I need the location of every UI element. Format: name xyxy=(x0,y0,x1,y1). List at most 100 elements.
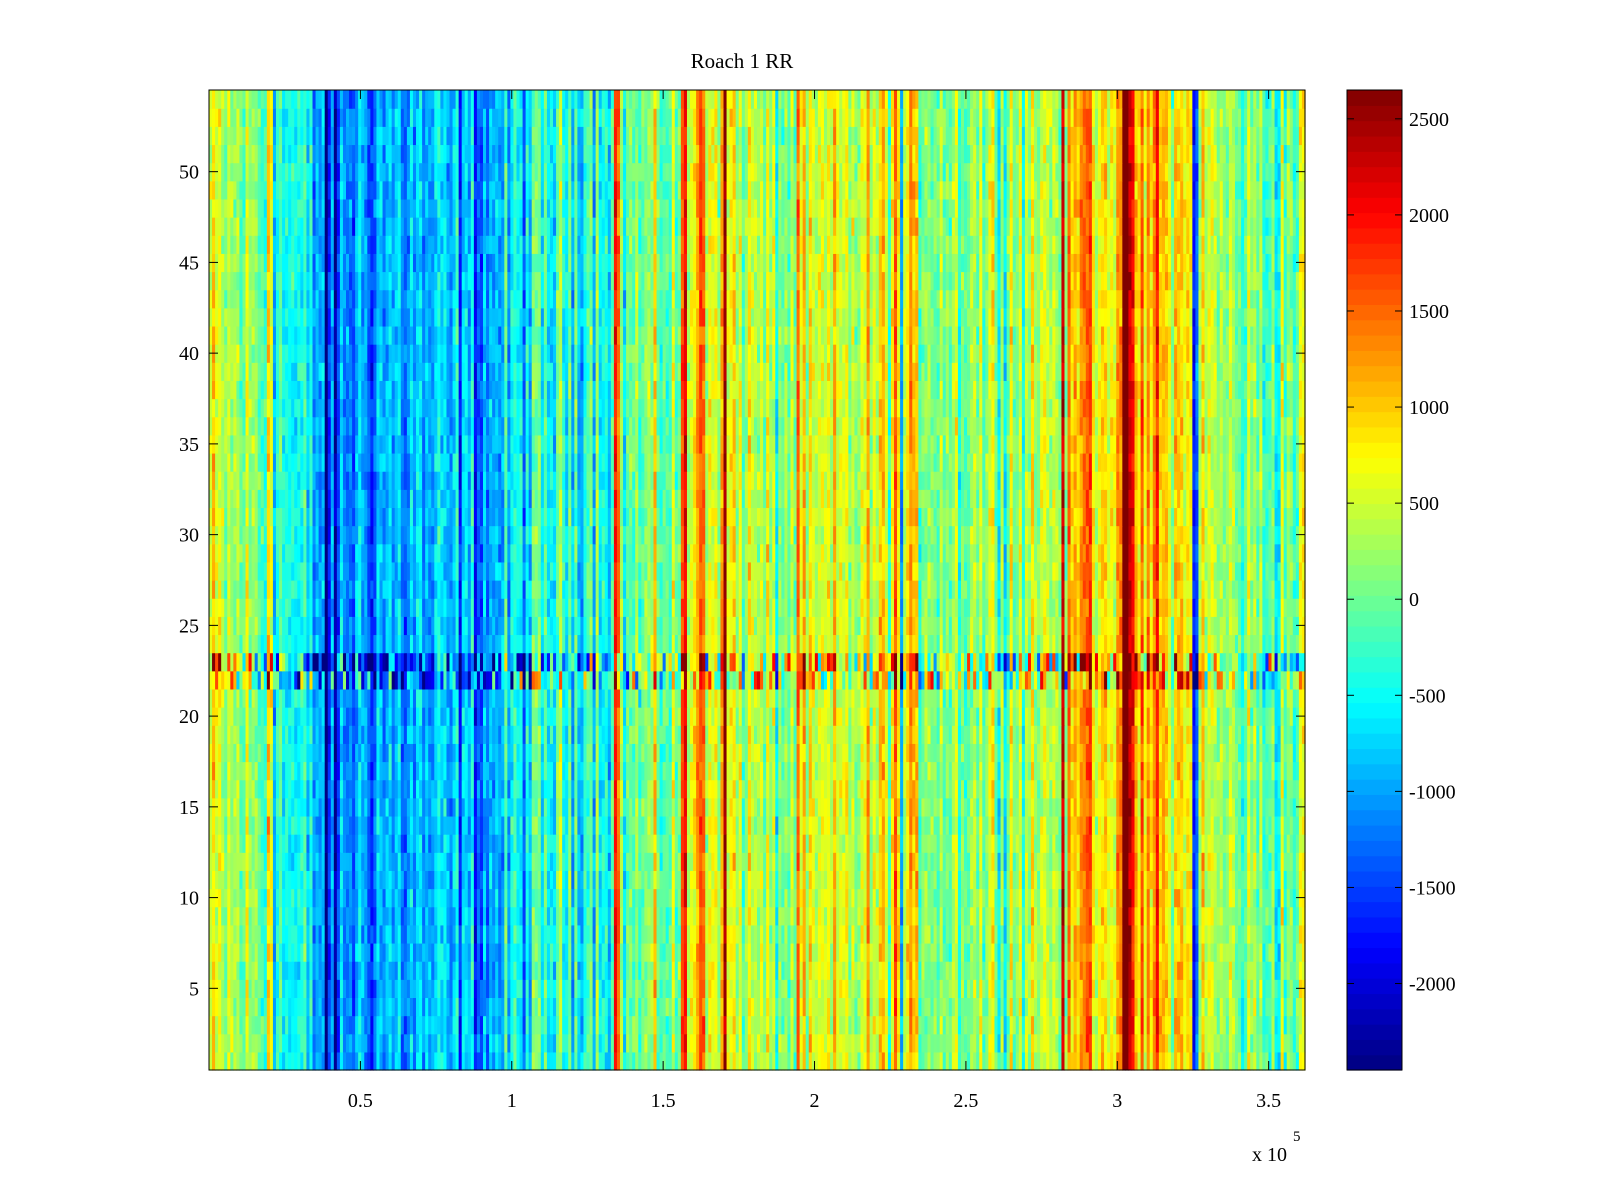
heatmap-cell xyxy=(699,1033,703,1053)
heatmap-cell xyxy=(1259,1051,1263,1071)
heatmap-cell xyxy=(1122,1051,1126,1071)
heatmap-cell xyxy=(209,961,213,980)
heatmap-cell xyxy=(811,979,816,999)
heatmap-cell xyxy=(674,1051,679,1071)
heatmap-cell xyxy=(1137,1051,1142,1071)
heatmap-cell xyxy=(641,1033,645,1053)
heatmap-cell xyxy=(315,1051,320,1071)
heatmap-cell xyxy=(738,997,743,1017)
heatmap-cell xyxy=(1280,1015,1285,1035)
heatmap-cell xyxy=(324,1015,329,1035)
heatmap-cell xyxy=(528,1015,533,1035)
heatmap-cell xyxy=(866,961,871,980)
heatmap-cell xyxy=(711,1033,715,1053)
heatmap-cell xyxy=(1265,997,1270,1017)
heatmap-cell xyxy=(1241,1033,1245,1053)
heatmap-cell xyxy=(1027,961,1032,980)
heatmap-cell xyxy=(440,1051,445,1071)
heatmap-cell xyxy=(863,1051,868,1071)
heatmap-cell xyxy=(1259,979,1263,999)
heatmap-cell xyxy=(936,1015,941,1035)
heatmap-cell xyxy=(409,961,414,980)
heatmap-cell xyxy=(1225,961,1230,980)
heatmap-cell xyxy=(1040,1033,1044,1053)
heatmap-cell xyxy=(385,1015,390,1035)
heatmap-cell xyxy=(1277,979,1282,999)
heatmap-cell xyxy=(309,997,314,1017)
heatmap-cell xyxy=(336,997,341,1017)
heatmap-cell xyxy=(820,979,825,999)
heatmap-cell xyxy=(1186,1051,1190,1071)
heatmap-cell xyxy=(711,942,715,962)
heatmap-cell xyxy=(1055,979,1059,999)
heatmap-cell xyxy=(620,997,624,1017)
heatmap-cell xyxy=(851,961,856,980)
heatmap-cell xyxy=(531,979,536,999)
heatmap-cell xyxy=(291,1051,295,1071)
heatmap-cell xyxy=(568,942,572,962)
heatmap-cell xyxy=(534,961,539,980)
heatmap-cell xyxy=(428,1033,432,1053)
heatmap-cell xyxy=(339,1015,344,1035)
heatmap-cell xyxy=(470,979,475,999)
heatmap-cell xyxy=(650,1051,655,1071)
heatmap-cell xyxy=(324,942,329,962)
heatmap-cell xyxy=(342,997,347,1017)
heatmap-cell xyxy=(897,1051,901,1071)
heatmap-cell xyxy=(1021,961,1026,980)
heatmap-cell xyxy=(543,961,548,980)
heatmap-cell xyxy=(419,1033,423,1053)
heatmap-cell xyxy=(227,1051,231,1071)
heatmap-cell xyxy=(769,979,773,999)
heatmap-cell xyxy=(851,1015,856,1035)
heatmap-cell xyxy=(991,1051,996,1071)
heatmap-cell xyxy=(784,961,789,980)
heatmap-cell xyxy=(327,1033,332,1053)
heatmap-cell xyxy=(342,1015,347,1035)
heatmap-cell xyxy=(236,979,241,999)
heatmap-cell xyxy=(583,1051,588,1071)
heatmap-cell xyxy=(945,1015,950,1035)
heatmap-cell xyxy=(607,961,612,980)
heatmap-cell xyxy=(671,961,676,980)
heatmap-cell xyxy=(866,1051,871,1071)
heatmap-cell xyxy=(479,942,484,962)
heatmap-cell xyxy=(939,961,944,980)
heatmap-cell xyxy=(476,1051,481,1071)
heatmap-cell xyxy=(860,979,865,999)
heatmap-cell xyxy=(1140,979,1145,999)
heatmap-cell xyxy=(1113,961,1117,980)
heatmap-cell xyxy=(1192,1033,1196,1053)
heatmap-cell xyxy=(501,1015,505,1035)
heatmap-cell xyxy=(446,1051,451,1071)
heatmap-cell xyxy=(583,979,588,999)
heatmap-cell xyxy=(1012,979,1017,999)
heatmap-cell xyxy=(890,979,895,999)
heatmap-cell xyxy=(1073,1033,1078,1053)
heatmap-cell xyxy=(1061,1033,1066,1053)
heatmap-cell xyxy=(790,942,795,962)
heatmap-cell xyxy=(394,942,399,962)
heatmap-cell xyxy=(254,961,259,980)
heatmap-cell xyxy=(860,1033,865,1053)
heatmap-cell xyxy=(1189,1051,1193,1071)
heatmap-cell xyxy=(266,1051,271,1071)
heatmap-cell xyxy=(909,979,913,999)
heatmap-cell xyxy=(726,979,731,999)
heatmap-cell xyxy=(254,1015,259,1035)
heatmap-cell xyxy=(656,1033,661,1053)
heatmap-cell xyxy=(1088,961,1093,980)
heatmap-cell xyxy=(833,979,837,999)
heatmap-cell xyxy=(279,1033,283,1053)
heatmap-cell xyxy=(279,961,283,980)
heatmap-cell xyxy=(887,997,892,1017)
heatmap-cell xyxy=(553,997,557,1017)
heatmap-cell xyxy=(997,1051,1002,1071)
heatmap-cell xyxy=(516,979,521,999)
heatmap-cell xyxy=(775,979,779,999)
heatmap-cell xyxy=(976,961,980,980)
heatmap-cell xyxy=(933,1033,938,1053)
heatmap-cell xyxy=(209,1033,213,1053)
heatmap-cell xyxy=(903,997,907,1017)
heatmap-cell xyxy=(814,997,819,1017)
